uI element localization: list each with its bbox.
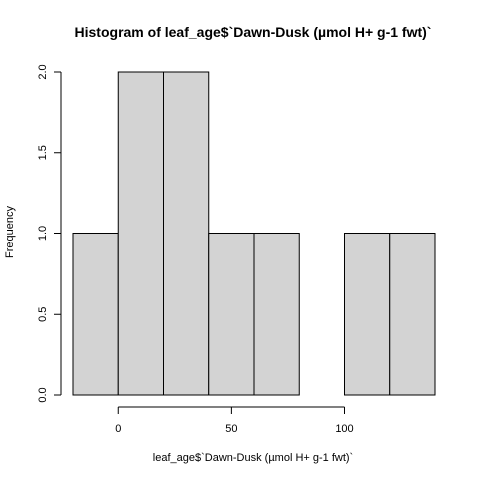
x-tick-label: 100 <box>335 423 353 435</box>
y-axis: 0.0 0.5 1.0 1.5 2.0 <box>37 64 62 403</box>
x-tick-label: 0 <box>115 423 121 435</box>
histogram-bar <box>389 233 436 396</box>
histogram-bar <box>117 71 164 396</box>
y-tick-label: 2.0 <box>37 64 49 79</box>
chart-title: Histogram of leaf_age$`Dawn-Dusk (µmol H… <box>75 24 432 40</box>
x-axis-label: leaf_age$`Dawn-Dusk (µmol H+ g-1 fwt)` <box>153 452 353 464</box>
histogram-bar <box>208 233 255 396</box>
y-tick-label: 0.0 <box>37 387 49 402</box>
x-axis: 0 50 100 <box>115 406 354 435</box>
y-tick-label: 1.0 <box>37 226 49 241</box>
histogram-bar <box>253 233 300 396</box>
y-axis-label: Frequency <box>4 206 16 258</box>
histogram-bar <box>72 233 119 396</box>
y-tick-label: 1.5 <box>37 145 49 160</box>
x-tick-label: 50 <box>225 423 237 435</box>
histogram-bar <box>344 233 391 396</box>
y-tick-label: 0.5 <box>37 307 49 322</box>
histogram-bar <box>163 71 210 396</box>
bars-group <box>72 71 436 396</box>
